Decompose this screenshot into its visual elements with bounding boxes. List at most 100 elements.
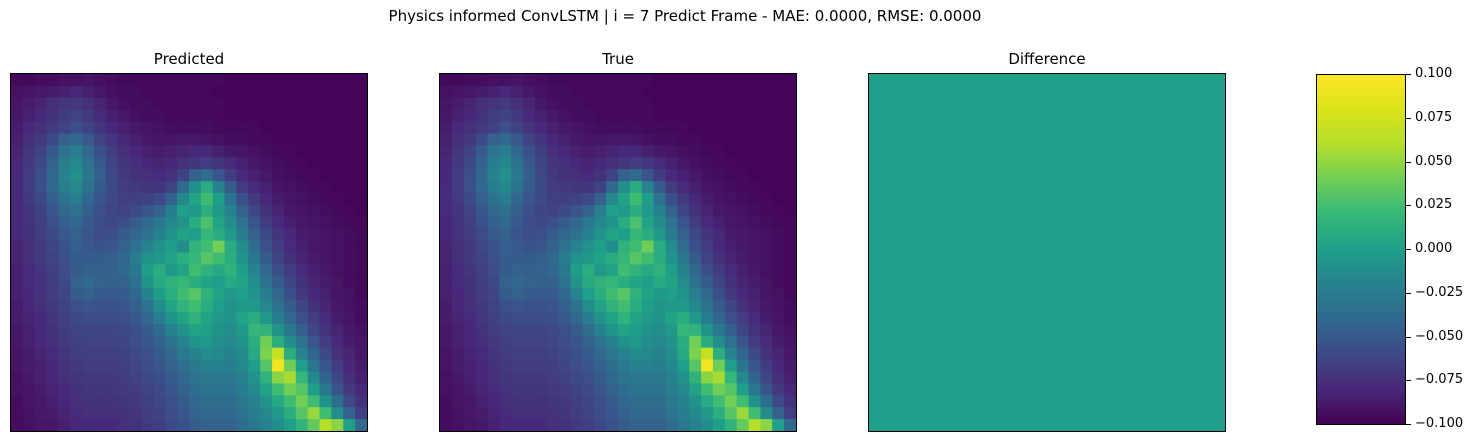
true-cell [641, 85, 655, 99]
true-cell [534, 85, 548, 99]
predicted-cell [248, 276, 261, 289]
true-cell [594, 300, 607, 313]
true-cell [629, 383, 643, 396]
true-cell [748, 121, 761, 135]
predicted-cell [153, 133, 166, 146]
true-cell [511, 133, 524, 146]
true-cell [440, 97, 453, 111]
true-cell [487, 97, 500, 111]
predicted-cell [236, 97, 249, 111]
predicted-cell [70, 276, 83, 289]
true-cell [724, 300, 738, 313]
true-cell [736, 419, 750, 431]
predicted-cell [236, 395, 249, 408]
predicted-cell [177, 335, 190, 349]
true-cell [689, 252, 702, 265]
true-cell [760, 359, 773, 373]
colorbar-tick-mark [1406, 380, 1411, 382]
true-cell [724, 383, 738, 396]
colorbar-tick-mark [1406, 249, 1411, 250]
predicted-cell [319, 419, 332, 431]
true-cell [629, 419, 643, 431]
predicted-cell [94, 169, 107, 182]
predicted-cell [153, 157, 166, 170]
predicted-cell [283, 371, 297, 384]
predicted-cell [82, 121, 95, 135]
true-cell [475, 419, 489, 431]
predicted-cell [295, 157, 309, 170]
predicted-cell [129, 133, 143, 146]
predicted-cell [283, 359, 297, 373]
predicted-cell [200, 288, 214, 301]
true-cell [760, 181, 773, 194]
true-cell [772, 121, 785, 135]
true-cell [618, 264, 631, 277]
true-cell [653, 419, 667, 431]
true-cell [582, 169, 595, 182]
true-cell [629, 204, 643, 218]
predicted-cell [260, 74, 273, 87]
true-cell [523, 145, 536, 158]
predicted-cell [46, 216, 60, 230]
predicted-cell [295, 145, 309, 158]
true-cell [594, 204, 607, 218]
predicted-cell [177, 157, 190, 170]
predicted-cell [236, 264, 249, 277]
predicted-cell [319, 121, 332, 135]
predicted-cell [11, 85, 24, 99]
true-cell [594, 335, 607, 349]
predicted-cell [165, 74, 178, 87]
predicted-cell [58, 216, 71, 230]
true-cell [451, 276, 465, 289]
true-cell [665, 169, 678, 182]
predicted-cell [331, 395, 344, 408]
true-cell [606, 359, 619, 373]
true-cell [499, 145, 512, 158]
true-cell [677, 407, 690, 420]
true-cell [760, 74, 773, 87]
predicted-cell [141, 74, 154, 87]
predicted-cell [355, 109, 367, 123]
predicted-cell [129, 240, 143, 254]
predicted-cell [224, 264, 238, 277]
true-cell [499, 288, 512, 301]
predicted-cell [189, 204, 202, 218]
colorbar-tick-label: 0.050 [1415, 153, 1453, 169]
predicted-cell [105, 359, 119, 373]
predicted-cell [165, 312, 178, 325]
predicted-cell [248, 228, 261, 242]
true-cell [582, 252, 595, 265]
true-cell [440, 240, 453, 254]
true-cell [618, 85, 631, 99]
true-cell [511, 157, 524, 170]
true-cell [629, 371, 643, 384]
predicted-cell [11, 335, 24, 349]
true-cell [689, 85, 702, 99]
predicted-cell [295, 288, 309, 301]
predicted-cell [70, 85, 83, 99]
predicted-cell [165, 121, 178, 135]
true-cell [677, 133, 690, 146]
true-cell [582, 288, 595, 301]
true-cell [534, 395, 548, 408]
true-cell [629, 145, 643, 158]
predicted-cell [212, 181, 226, 194]
predicted-cell [70, 74, 83, 87]
true-cell [582, 181, 595, 194]
predicted-cell [260, 276, 273, 289]
predicted-cell [200, 407, 214, 420]
true-cell [523, 74, 536, 87]
true-cell [451, 97, 465, 111]
predicted-cell [248, 157, 261, 170]
predicted-cell [34, 109, 48, 123]
true-cell [618, 240, 631, 254]
true-cell [534, 264, 548, 277]
true-cell [534, 383, 548, 396]
predicted-cell [165, 395, 178, 408]
predicted-cell [117, 419, 131, 431]
predicted-cell [94, 85, 107, 99]
predicted-cell [82, 252, 95, 265]
predicted-cell [46, 407, 60, 420]
predicted-cell [82, 312, 95, 325]
predicted-cell [141, 204, 154, 218]
